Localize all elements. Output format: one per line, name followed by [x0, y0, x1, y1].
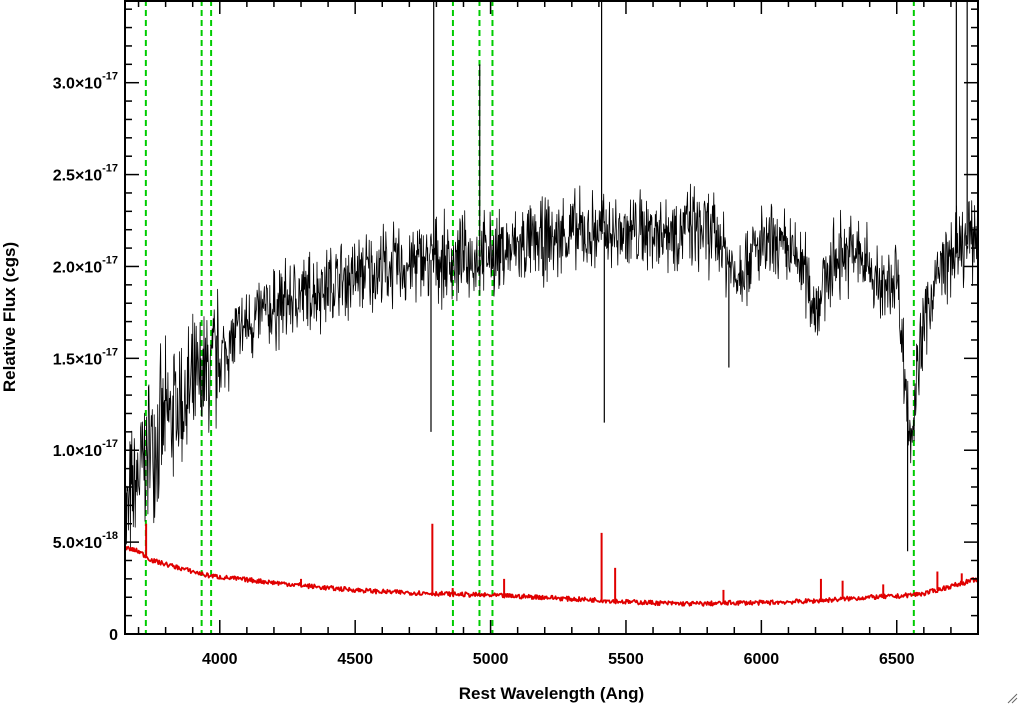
series-0 [124, 0, 978, 609]
series-1 [124, 523, 979, 607]
y-tick-mantissa: 1.0×10 [53, 443, 102, 460]
series-layer [124, 0, 979, 609]
x-tick-label: 5000 [473, 651, 509, 668]
series-0-trace [124, 183, 978, 609]
x-axis-label: Rest Wavelength (Ang) [459, 684, 644, 703]
plot-frame [124, 0, 979, 635]
x-tick-label: 4000 [202, 651, 238, 668]
series-1-trace [124, 545, 979, 607]
y-tick-label: 1.5×10-17 [53, 346, 118, 368]
y-tick-mantissa: 0 [109, 627, 118, 644]
resize-grip-icon[interactable] [1006, 692, 1018, 704]
x-tick-label: 5500 [608, 651, 644, 668]
reference-lines [144, 0, 915, 634]
y-tick-exponent: -17 [102, 71, 118, 83]
y-tick-mantissa: 5.0×10 [53, 535, 102, 552]
y-tick-label: 5.0×10-18 [53, 530, 118, 552]
y-tick-exponent: -17 [102, 163, 118, 175]
y-tick-exponent: -18 [102, 530, 118, 542]
y-tick-mantissa: 1.5×10 [53, 351, 102, 368]
y-tick-mantissa: 2.0×10 [53, 259, 102, 276]
y-tick-exponent: -17 [102, 438, 118, 450]
y-tick-label: 3.0×10-17 [53, 71, 118, 93]
ticks-layer [125, 0, 979, 635]
x-tick-label: 6000 [744, 651, 780, 668]
y-axis-label: Relative Flux (cgs) [0, 242, 19, 392]
y-tick-label: 2.0×10-17 [53, 254, 118, 276]
y-tick-exponent: -17 [102, 346, 118, 358]
x-tick-labels: 4000 4500 5000 5500 6000 6500 [202, 651, 915, 668]
y-tick-mantissa: 2.5×10 [53, 168, 102, 185]
y-tick-labels: 05.0×10-181.0×10-171.5×10-172.0×10-172.5… [53, 71, 118, 644]
y-tick-mantissa: 3.0×10 [53, 76, 102, 93]
y-tick-exponent: -17 [102, 254, 118, 266]
x-tick-label: 4500 [337, 651, 373, 668]
y-tick-label: 2.5×10-17 [53, 163, 118, 185]
x-tick-label: 6500 [879, 651, 915, 668]
y-tick-label: 1.0×10-17 [53, 438, 118, 460]
y-tick-label: 0 [109, 627, 118, 644]
